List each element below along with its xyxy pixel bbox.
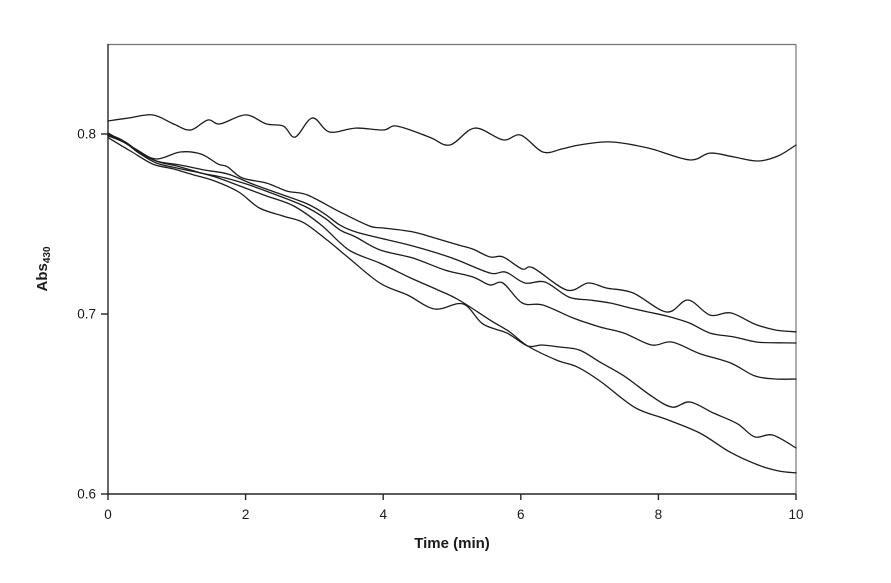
x-tick-label: 4 (379, 507, 387, 522)
series-line-1-curve-1-near-flat (107, 114, 797, 162)
series-line-2-curve-2 (107, 133, 797, 333)
x-axis-ticks: 0 2 4 6 8 10 (104, 494, 804, 522)
plot-frame (108, 43, 797, 494)
y-axis-title-main: Abs (34, 263, 51, 291)
x-axis-title: Time (min) (414, 535, 490, 552)
y-tick-label: 0.7 (77, 307, 96, 322)
series-lines (107, 114, 797, 474)
series-line-6-curve-6 (107, 132, 797, 474)
x-tick-label: 8 (655, 507, 663, 522)
series-line-3-curve-3 (107, 134, 797, 344)
y-axis-title: Abs430 (34, 246, 53, 291)
axes (107, 44, 796, 495)
y-tick-label: 0.8 (77, 127, 96, 142)
y-tick-label: 0.6 (77, 487, 96, 502)
x-tick-label: 2 (242, 507, 250, 522)
x-tick-label: 0 (104, 507, 112, 522)
x-tick-label: 10 (788, 507, 803, 522)
series-line-5-curve-5 (107, 136, 797, 449)
x-tick-label: 6 (517, 507, 525, 522)
y-axis-ticks: 0.6 0.7 0.8 (77, 127, 108, 502)
y-axis-title-subscript: 430 (42, 246, 53, 263)
